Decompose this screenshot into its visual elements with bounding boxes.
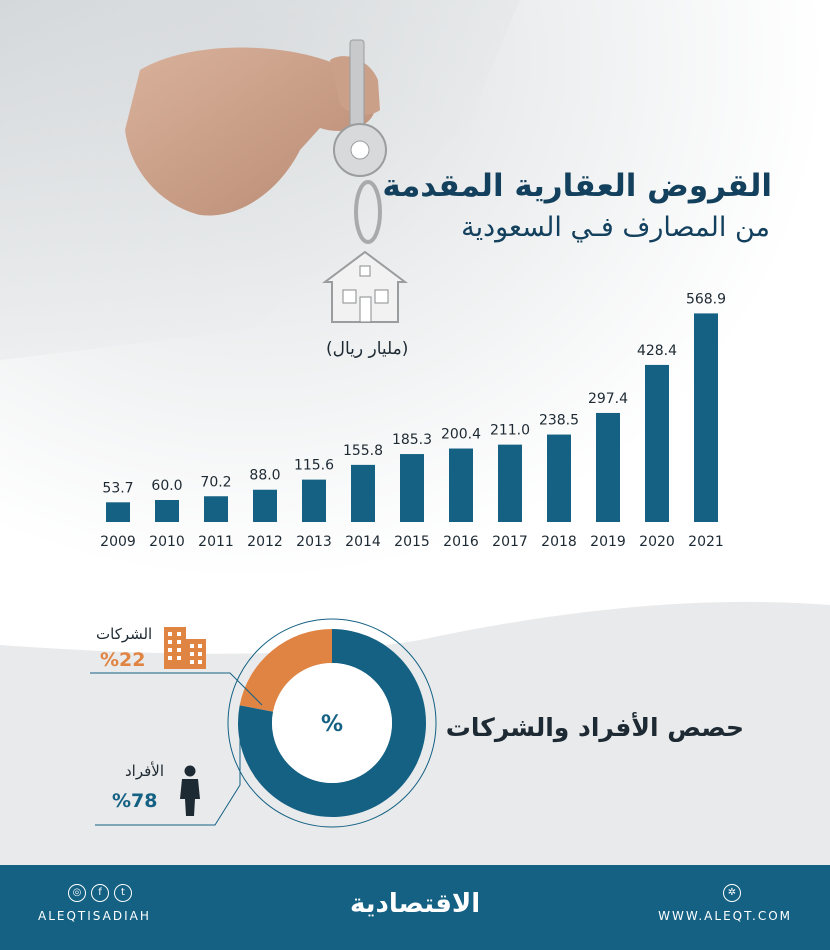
x-tick-label: 2010 xyxy=(149,534,185,550)
chart-section: القروض العقارية المقدمة من المصارف فـي ا… xyxy=(0,0,830,585)
value-label: 200.4 xyxy=(441,427,481,443)
bar-2018 xyxy=(547,434,571,522)
bar-2012 xyxy=(253,489,277,522)
house-keychain-icon xyxy=(322,250,408,323)
bar-2019 xyxy=(596,412,620,522)
leader-line xyxy=(95,713,241,826)
bar-2009 xyxy=(106,502,130,522)
corporate-label: الشركات xyxy=(96,625,153,643)
social-icons: ◎ f t xyxy=(68,884,132,902)
value-label: 155.8 xyxy=(343,443,383,459)
twitter-icon[interactable]: t xyxy=(114,884,132,902)
footer: ◎ f t ALEQTISADIAH الاقتصادية ✲ WWW.ALEQ… xyxy=(0,865,830,950)
donut-slice-78 xyxy=(238,629,426,817)
value-label: 568.9 xyxy=(686,291,726,307)
x-tick-label: 2015 xyxy=(394,534,430,550)
value-label: 70.2 xyxy=(200,474,231,490)
person-icon xyxy=(180,765,200,816)
facebook-icon[interactable]: f xyxy=(91,884,109,902)
x-tick-label: 2013 xyxy=(296,534,332,550)
x-tick-label: 2021 xyxy=(688,534,724,550)
x-tick-label: 2012 xyxy=(247,534,283,550)
corporate-value: %22 xyxy=(100,649,146,671)
value-label: 238.5 xyxy=(539,413,579,429)
bar-2015 xyxy=(400,454,424,522)
bar-2017 xyxy=(498,444,522,522)
value-label: 115.6 xyxy=(294,458,334,474)
instagram-icon[interactable]: ◎ xyxy=(68,884,86,902)
bar-2011 xyxy=(204,496,228,522)
unit-label: (مليار ريال) xyxy=(326,339,409,359)
value-label: 60.0 xyxy=(151,478,182,494)
individuals-value: %78 xyxy=(112,790,158,812)
value-label: 211.0 xyxy=(490,423,530,439)
globe-icon[interactable]: ✲ xyxy=(723,884,741,902)
social-handle[interactable]: ALEQTISADIAH xyxy=(38,909,151,923)
donut-slice-22 xyxy=(239,629,332,712)
bar-2013 xyxy=(302,479,326,522)
x-tick-label: 2019 xyxy=(590,534,626,550)
individuals-label: الأفراد xyxy=(125,762,165,780)
key-icon xyxy=(333,39,387,244)
hand-with-house-key-image xyxy=(0,0,520,360)
shares-section: % حصص الأفراد والشركات الشركات %22 الأفر… xyxy=(0,585,830,865)
value-label: 297.4 xyxy=(588,391,628,407)
donut-outer-ring xyxy=(227,618,437,828)
chart-subtitle: من المصارف فـي السعودية xyxy=(461,212,770,243)
bar-chart: 53.7 2009 60.0 2010 70.2 2011 88.0 2012 115.6 201… xyxy=(100,291,726,550)
value-label: 428.4 xyxy=(637,343,677,359)
leader-line xyxy=(90,672,263,706)
section-curve xyxy=(0,585,830,654)
bar-2010 xyxy=(155,500,179,522)
x-tick-label: 2018 xyxy=(541,534,577,550)
x-tick-label: 2020 xyxy=(639,534,675,550)
chart-title: القروض العقارية المقدمة xyxy=(382,168,772,204)
website-link[interactable]: WWW.ALEQT.COM xyxy=(658,909,792,923)
bar-2016 xyxy=(449,448,473,522)
share-donut-chart: % xyxy=(90,618,437,828)
shares-title: حصص الأفراد والشركات xyxy=(445,713,744,742)
x-tick-label: 2009 xyxy=(100,534,136,550)
value-label: 53.7 xyxy=(102,480,133,496)
brand-logo: الاقتصادية xyxy=(350,889,481,919)
bar-2020 xyxy=(645,364,669,522)
x-tick-label: 2016 xyxy=(443,534,479,550)
value-label: 185.3 xyxy=(392,432,432,448)
donut-center xyxy=(272,663,392,783)
x-tick-label: 2017 xyxy=(492,534,528,550)
x-tick-label: 2011 xyxy=(198,534,234,550)
x-tick-label: 2014 xyxy=(345,534,381,550)
value-label: 88.0 xyxy=(249,468,280,484)
buildings-icon xyxy=(164,627,206,669)
donut-center-label: % xyxy=(321,712,343,737)
bar-2014 xyxy=(351,464,375,522)
bar-2021 xyxy=(694,313,718,522)
